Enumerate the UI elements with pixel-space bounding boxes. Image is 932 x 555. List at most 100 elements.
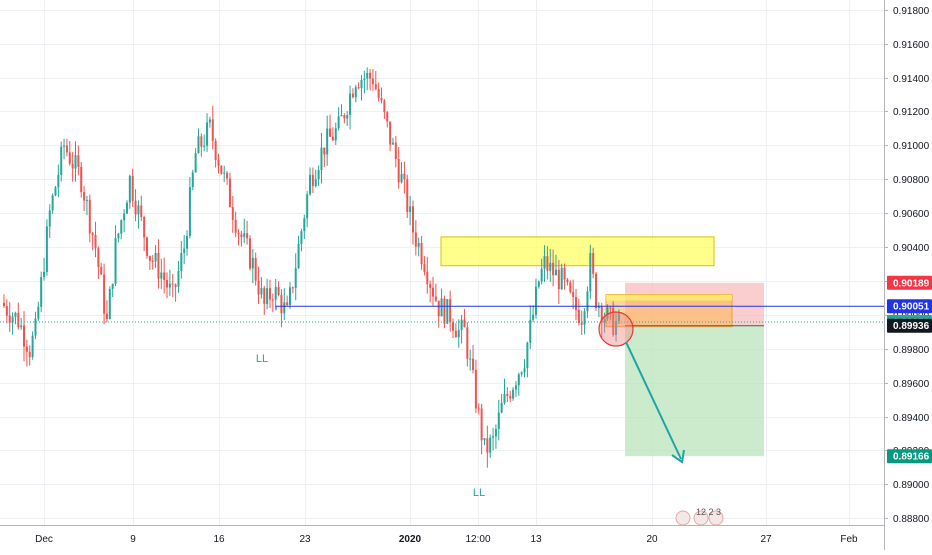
candle-body (91, 233, 94, 236)
candle-body (45, 226, 48, 273)
candle-body (600, 306, 603, 323)
candle-body (417, 242, 420, 247)
candle-body (28, 351, 31, 358)
candle-body (25, 346, 28, 352)
candle-body (397, 159, 400, 183)
candle-body (463, 319, 466, 328)
candle-body (8, 315, 11, 323)
candle-body (617, 311, 620, 322)
candle-body (80, 166, 83, 193)
candle-body (291, 287, 294, 289)
highlight-circle (598, 311, 634, 347)
candle-body (283, 302, 286, 314)
candle-body (266, 288, 269, 305)
overlays: LL LL (0, 305, 884, 499)
candle-body (589, 253, 592, 292)
candle-body (489, 437, 492, 453)
price-tick-label: 0.88800 (893, 514, 930, 525)
time-tick-label: 20 (646, 534, 658, 545)
candle-body (477, 408, 480, 410)
candle-body (469, 358, 472, 360)
candle-body (320, 147, 323, 171)
candle-body (432, 287, 434, 297)
candle-body (123, 213, 126, 221)
candle-body (63, 145, 66, 147)
candle-body (423, 264, 426, 272)
candle-body (34, 318, 37, 336)
candle-body (243, 233, 246, 238)
candle-body (514, 385, 517, 390)
candle-body (586, 291, 589, 312)
time-tick-label: 2020 (399, 534, 422, 545)
candle-body (394, 142, 397, 160)
candle-body (526, 342, 529, 369)
candle-body (326, 128, 329, 155)
time-tick-label: 16 (213, 534, 225, 545)
candle-body (420, 242, 423, 265)
candle-body (248, 238, 251, 269)
candle-body (377, 88, 380, 99)
candle-body (374, 84, 377, 89)
candle-body (188, 187, 191, 236)
candle-body (263, 287, 266, 305)
candle-body (128, 175, 131, 203)
candle-body (114, 238, 117, 284)
price-tick-label: 0.90600 (893, 209, 930, 220)
candle-body (414, 232, 417, 247)
candle-body (612, 307, 615, 336)
flag-icon (675, 510, 691, 526)
candle-body (406, 179, 409, 213)
time-tick-label: 13 (530, 534, 542, 545)
price-tag-label: 0.90189 (893, 278, 930, 289)
candle-body (457, 330, 460, 338)
candle-body (94, 235, 97, 249)
candle-body (552, 262, 555, 276)
candle-body (134, 200, 137, 215)
time-tick-label: 23 (299, 534, 311, 545)
candle-body (88, 199, 91, 234)
candle-body (363, 78, 366, 80)
price-tick-label: 0.91400 (893, 74, 930, 85)
candle-body (200, 136, 203, 147)
candle-body (337, 116, 340, 129)
candle-body (97, 248, 100, 267)
candle-body (357, 87, 360, 89)
supply-zone-yellow (440, 236, 715, 267)
candle-body (323, 147, 326, 155)
candle-body (329, 128, 332, 137)
candle-body (206, 122, 209, 146)
candle-body (228, 178, 231, 208)
candle-body (314, 179, 317, 187)
price-tag-label: 0.89166 (893, 452, 930, 463)
candle-body (157, 252, 160, 279)
candle-body (437, 300, 440, 317)
candle-body (409, 206, 412, 213)
candle-body (11, 316, 14, 323)
candle-body (391, 142, 394, 145)
candle-body (303, 218, 306, 232)
candle-body (40, 276, 43, 307)
candle-body (166, 279, 169, 288)
time-axis[interactable]: Dec 9 16 23 2020 12:00 13 20 27 Feb (35, 534, 858, 545)
candle-body (297, 243, 300, 269)
candle-body (411, 206, 414, 233)
candle-body (371, 78, 374, 85)
flag-icon (708, 510, 724, 526)
candle-body (271, 299, 274, 301)
candle-body (460, 319, 463, 331)
candle-body (369, 72, 372, 79)
candle-body (120, 220, 123, 234)
candle-body (20, 325, 23, 328)
candle-body (280, 294, 283, 314)
supply-zone-top-yellow (606, 294, 732, 301)
candle-body (443, 298, 446, 324)
candle-body (125, 202, 128, 214)
candle-body (575, 297, 577, 310)
candle-body (254, 257, 257, 281)
candle-body (454, 330, 457, 338)
price-tick-label: 0.91000 (893, 141, 930, 152)
candle-body (231, 207, 234, 220)
candle-body (168, 283, 171, 288)
time-tick-label: Feb (840, 534, 858, 545)
